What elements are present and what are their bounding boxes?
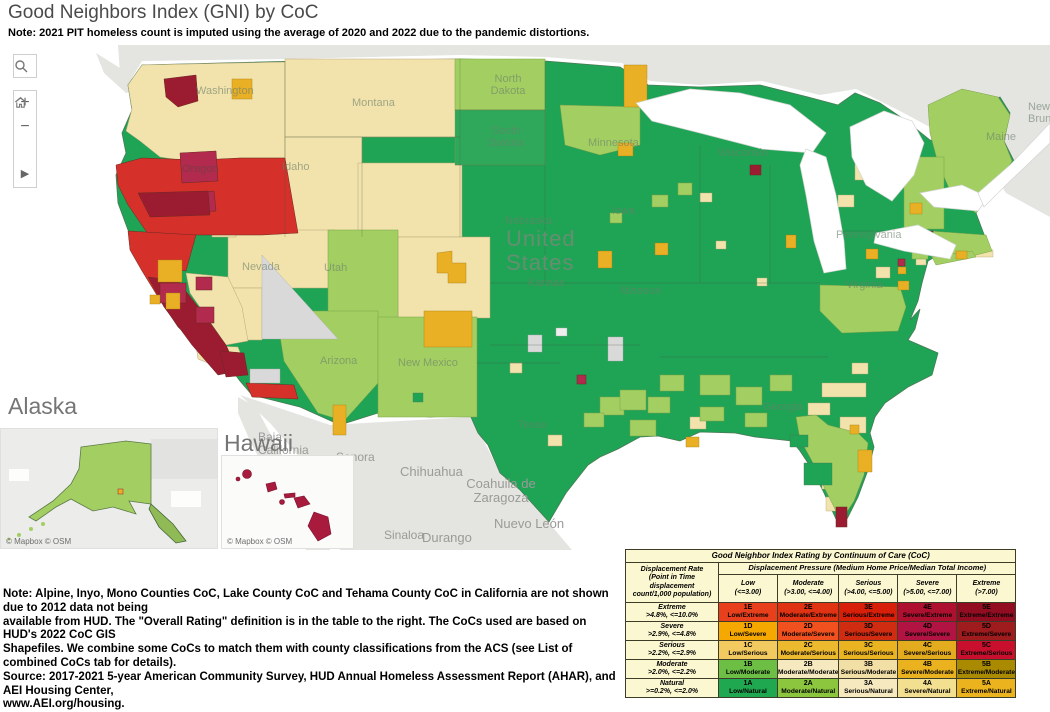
- legend-row-header: Severe >2.9%, <=4.8%: [625, 621, 719, 641]
- footnote-line: available from HUD. The "Overall Rating"…: [3, 615, 587, 642]
- home-icon: [14, 96, 27, 108]
- legend-cell-5B: 5B Extreme/Moderate: [956, 659, 1017, 679]
- legend-cell-4B: 4B Severe/Moderate: [897, 659, 958, 679]
- footnote-line: Note: Alpine, Inyo, Mono Counties CoC, L…: [3, 588, 609, 614]
- search-button[interactable]: [13, 54, 37, 78]
- legend-cell-1B: 1B Low/Moderate: [718, 659, 778, 679]
- legend-col-header: Extreme (>7.00): [956, 574, 1017, 603]
- hawaii-inset-map[interactable]: © Mapbox © OSM: [221, 455, 354, 549]
- legend-cell-5D: 5D Extreme/Severe: [956, 621, 1017, 641]
- legend-cell-1E: 1E Low/Extreme: [718, 602, 778, 622]
- pit-note: Note: 2021 PIT homeless count is imputed…: [8, 27, 590, 39]
- zoom-in-button[interactable]: +: [20, 94, 30, 111]
- legend-corner-line: (Point in Time displacement: [648, 574, 696, 590]
- legend-cell-5A: 5A Extreme/Natural: [956, 678, 1017, 698]
- page-title: Good Neighbors Index (GNI) by CoC: [8, 2, 319, 23]
- pan-flyout-button[interactable]: ▶: [20, 168, 30, 180]
- legend-cell-3C: 3C Serious/Serious: [838, 640, 899, 660]
- us-choropleth-map[interactable]: United States Washington Montana North D…: [0, 45, 1050, 550]
- map-zoom-controls: + − ▶: [13, 90, 37, 188]
- legend-cell-2A: 2A Moderate/Natural: [776, 678, 840, 698]
- gni-legend-table: Good Neighbor Index Rating by Continuum …: [624, 549, 1017, 698]
- footnote-line: Shapefiles. We combine some CoCs to matc…: [3, 643, 573, 669]
- zoom-out-button[interactable]: −: [20, 118, 30, 135]
- legend-row-header: Extreme >4.8%, <=10.0%: [625, 602, 719, 622]
- legend-cell-2C: 2C Moderate/Serious: [776, 640, 840, 660]
- legend-cell-4C: 4C Severe/Serious: [897, 640, 958, 660]
- footnotes: Note: Alpine, Inyo, Mono Counties CoC, L…: [3, 588, 623, 712]
- footnote-line: www.AEI.org/housing.: [3, 698, 125, 711]
- legend-cell-4D: 4D Severe/Severe: [897, 621, 958, 641]
- legend-title: Good Neighbor Index Rating by Continuum …: [624, 549, 1017, 563]
- home-button[interactable]: [14, 96, 36, 163]
- legend-cell-4A: 4A Severe/Natural: [897, 678, 958, 698]
- alaska-inset-map[interactable]: © Mapbox © OSM: [0, 428, 218, 549]
- legend-cell-1A: 1A Low/Natural: [718, 678, 778, 698]
- alaska-inset-label: Alaska: [8, 393, 78, 419]
- legend-cell-3E: 3E Serious/Extreme: [838, 602, 899, 622]
- legend-corner: Displacement Rate (Point in Time displac…: [625, 562, 719, 603]
- legend-corner-line: count/1,000 population): [632, 590, 712, 598]
- legend-row-header: Serious >2.2%, <=2.9%: [625, 640, 719, 660]
- legend-cell-2B: 2B Moderate/Moderate: [776, 659, 840, 679]
- alaska-attribution: © Mapbox © OSM: [6, 537, 72, 546]
- legend-cell-1D: 1D Low/Severe: [718, 621, 778, 641]
- legend-cell-3B: 3B Serious/Moderate: [838, 659, 899, 679]
- legend-col-header: Severe (>5.00, <=7.00): [897, 574, 958, 603]
- hawaii-attribution: © Mapbox © OSM: [227, 537, 293, 546]
- legend-cell-2D: 2D Moderate/Severe: [776, 621, 840, 641]
- legend-cell-4E: 4E Severe/Extreme: [897, 602, 958, 622]
- legend-subtitle: Displacement Pressure (Medium Home Price…: [717, 562, 1017, 575]
- legend-cell-3D: 3D Serious/Severe: [838, 621, 899, 641]
- legend-col-header: Serious (>4.00, <=5.00): [838, 574, 899, 603]
- legend-col-header: Low (<=3.00): [718, 574, 778, 603]
- hawaii-inset-label: Hawaii: [224, 430, 294, 456]
- legend-row-header: Natural >=0.2%, <=2.0%: [625, 678, 719, 698]
- legend-col-header: Moderate (>3.00, <=4.00): [776, 574, 840, 603]
- search-icon: [15, 60, 28, 73]
- legend-cell-3A: 3A Serious/Natural: [838, 678, 899, 698]
- footnote-line: Source: 2017-2021 5-year American Commun…: [3, 670, 616, 697]
- legend-cell-5E: 5E Extreme/Extreme: [956, 602, 1017, 622]
- legend-cell-2E: 2E Moderate/Extreme: [776, 602, 840, 622]
- legend-corner-line: Displacement Rate: [640, 566, 704, 573]
- legend-cell-5C: 5C Extreme/Serious: [956, 640, 1017, 660]
- legend-row-header: Moderate >2.0%, <=2.2%: [625, 659, 719, 679]
- legend-cell-1C: 1C Low/Serious: [718, 640, 778, 660]
